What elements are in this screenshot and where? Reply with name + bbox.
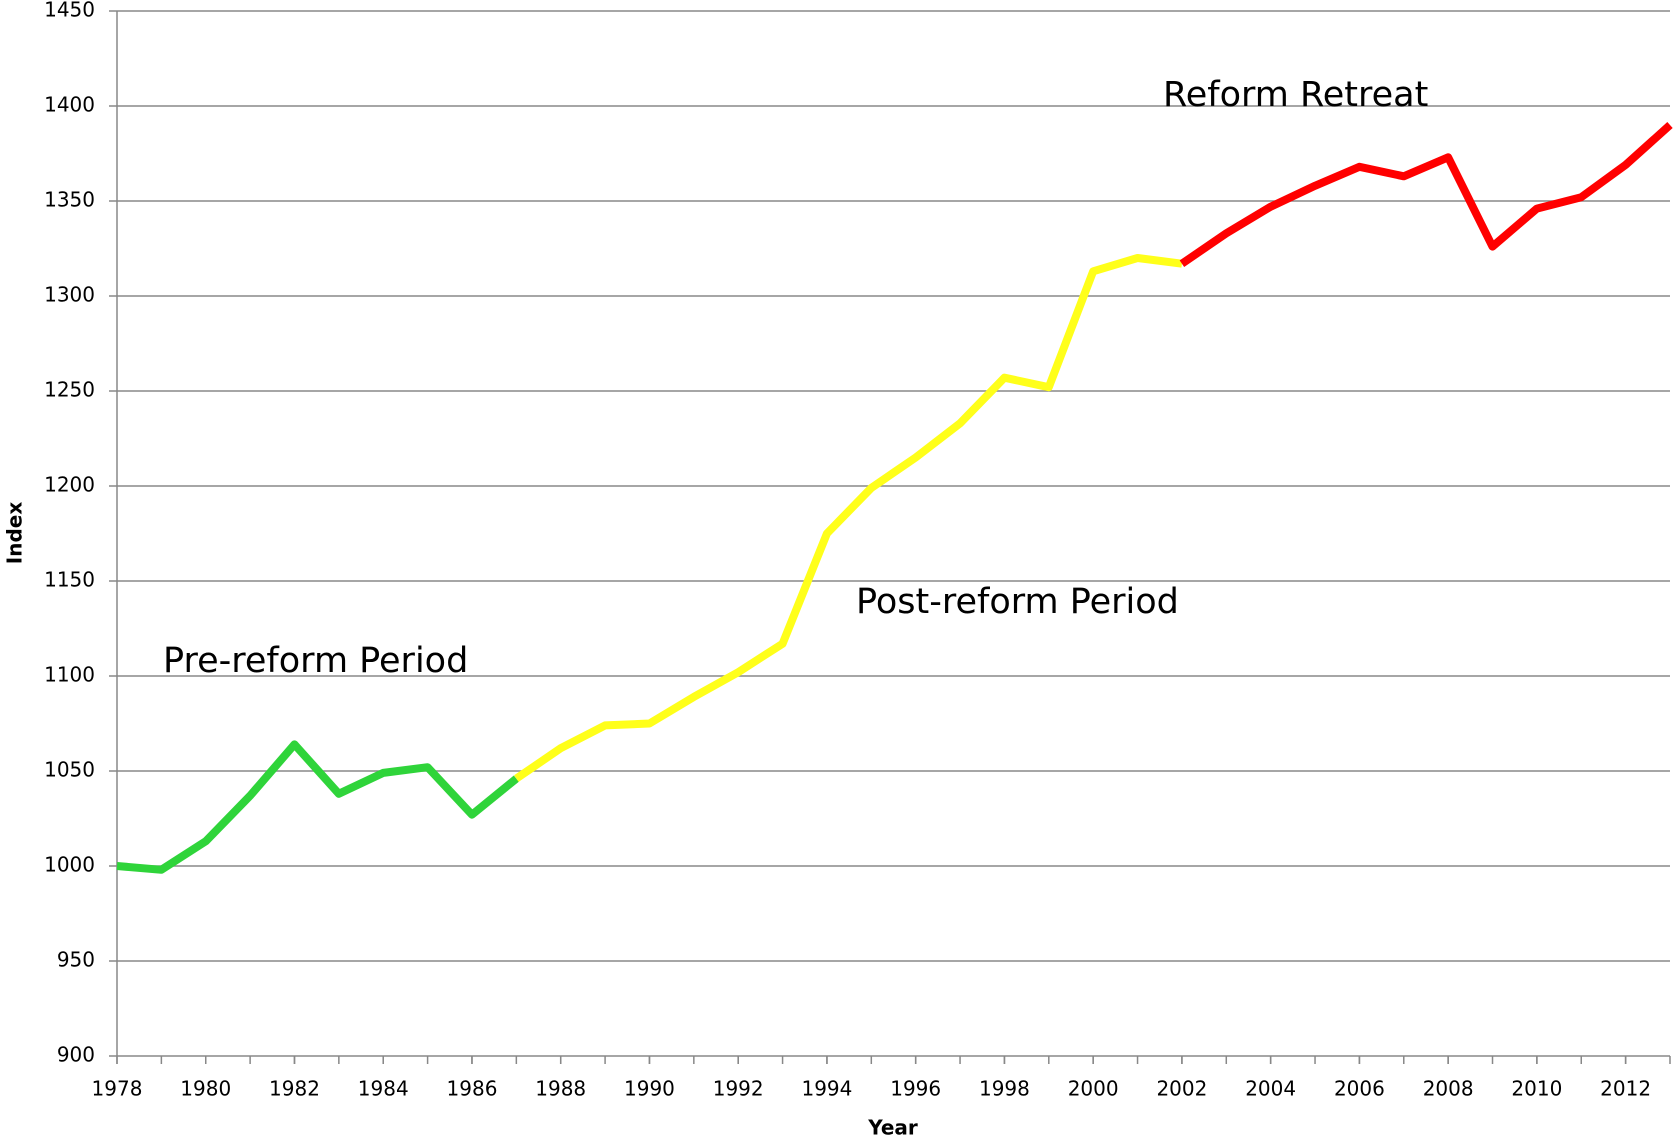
x-tick-label: 1994 — [801, 1077, 852, 1101]
x-tick-label: 2010 — [1511, 1077, 1562, 1101]
annotation: Pre-reform Period — [163, 641, 468, 681]
x-tick-label: 2002 — [1156, 1077, 1207, 1101]
x-tick-label: 1980 — [180, 1077, 231, 1101]
annotation: Reform Retreat — [1163, 75, 1428, 115]
x-tick-label: 1984 — [358, 1077, 409, 1101]
x-tick-label: 1990 — [624, 1077, 675, 1101]
y-tick-label: 1000 — [44, 853, 95, 877]
y-tick-label: 1200 — [44, 473, 95, 497]
x-tick-label: 2006 — [1334, 1077, 1385, 1101]
annotation: Post-reform Period — [856, 582, 1179, 622]
y-tick-label: 1400 — [44, 93, 95, 117]
y-tick-label: 1050 — [44, 758, 95, 782]
data-line — [116, 740, 519, 874]
data-line — [514, 254, 1183, 782]
y-tick-label: 1300 — [44, 283, 95, 307]
y-tick-label: 900 — [57, 1043, 95, 1067]
x-tick-label: 1992 — [713, 1077, 764, 1101]
y-tick-label: 1350 — [44, 188, 95, 212]
y-tick-label: 1450 — [44, 0, 95, 22]
x-tick-label: 1988 — [535, 1077, 586, 1101]
y-tick-label: 1150 — [44, 568, 95, 592]
y-tick-label: 950 — [57, 948, 95, 972]
x-tick-label: 2012 — [1600, 1077, 1651, 1101]
x-tick-label: 1986 — [447, 1077, 498, 1101]
y-tick-label: 1250 — [44, 378, 95, 402]
x-tick-label: 1996 — [890, 1077, 941, 1101]
x-tick-label: 2008 — [1423, 1077, 1474, 1101]
data-line — [1179, 122, 1673, 268]
x-tick-label: 2004 — [1245, 1077, 1296, 1101]
x-tick-label: 1978 — [92, 1077, 143, 1101]
y-tick-label: 1100 — [44, 663, 95, 687]
x-tick-label: 1998 — [979, 1077, 1030, 1101]
x-tick-label: 2000 — [1068, 1077, 1119, 1101]
y-axis-label: Index — [3, 502, 27, 565]
x-tick-label: 1982 — [269, 1077, 320, 1101]
x-axis-label: Year — [867, 1116, 918, 1140]
